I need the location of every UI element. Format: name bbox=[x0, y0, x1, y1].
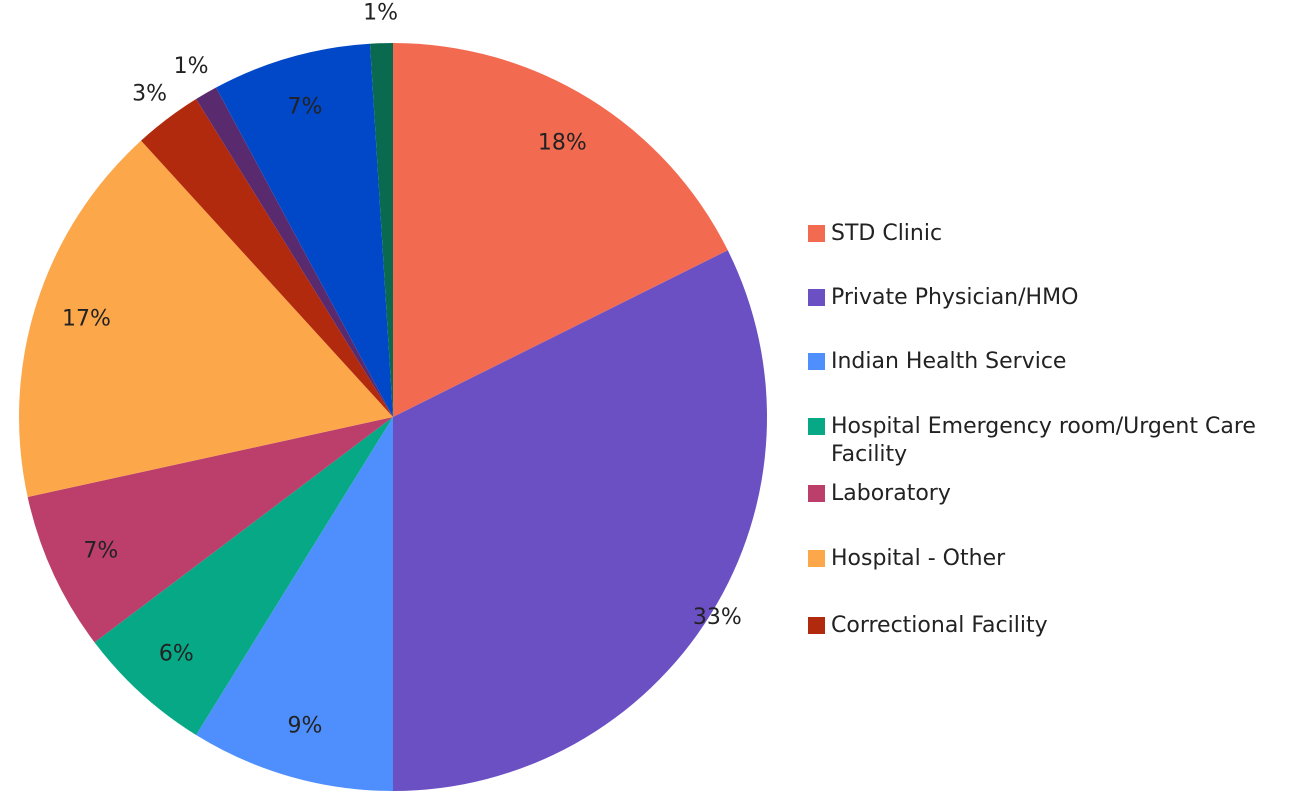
data-label: 6% bbox=[159, 642, 194, 667]
legend-swatch bbox=[808, 225, 825, 242]
legend-swatch bbox=[808, 485, 825, 502]
legend-label: Hospital - Other bbox=[831, 546, 1006, 571]
legend-entry: Hospital Emergency room/Urgent Care Faci… bbox=[808, 413, 1308, 469]
legend-swatch bbox=[808, 289, 825, 306]
legend-label: Private Physician/HMO bbox=[831, 285, 1079, 310]
data-label: 33% bbox=[693, 605, 742, 630]
legend-entry: Hospital - Other bbox=[808, 545, 1308, 573]
pie-slice bbox=[141, 99, 393, 417]
pie-slice bbox=[18, 140, 393, 498]
legend-entry: Indian Health Service bbox=[808, 348, 1308, 376]
data-label: 1% bbox=[363, 0, 398, 25]
legend-entry: Private Physician/HMO bbox=[808, 284, 1308, 312]
legend-label: STD Clinic bbox=[831, 221, 943, 246]
legend-entry: Correctional Facility bbox=[808, 612, 1308, 640]
pie-slice bbox=[196, 87, 393, 418]
legend-swatch bbox=[808, 353, 825, 370]
data-label: 18% bbox=[538, 131, 587, 156]
data-label: 3% bbox=[132, 82, 167, 107]
legend-swatch bbox=[808, 418, 825, 435]
legend-label: Hospital Emergency room/Urgent Care Faci… bbox=[831, 414, 1256, 467]
pie-slice bbox=[369, 43, 393, 417]
pie-slice bbox=[393, 43, 728, 417]
pie-slice bbox=[196, 417, 393, 791]
data-label: 17% bbox=[62, 306, 111, 331]
pie-slice bbox=[393, 250, 767, 792]
legend-label: Laboratory bbox=[831, 481, 951, 506]
data-label: 9% bbox=[288, 713, 323, 738]
data-label: 7% bbox=[288, 95, 323, 120]
legend-entry: Laboratory bbox=[808, 480, 1308, 508]
pie-slice bbox=[216, 43, 393, 418]
pie-slice bbox=[27, 417, 394, 643]
legend-swatch bbox=[808, 550, 825, 567]
legend-entry: STD Clinic bbox=[808, 220, 1308, 248]
legend-label: Correctional Facility bbox=[831, 613, 1048, 638]
legend-label: Indian Health Service bbox=[831, 349, 1067, 374]
data-label: 7% bbox=[83, 538, 118, 563]
legend-swatch bbox=[808, 617, 825, 634]
pie-slice bbox=[94, 417, 393, 735]
data-label: 1% bbox=[174, 54, 209, 79]
